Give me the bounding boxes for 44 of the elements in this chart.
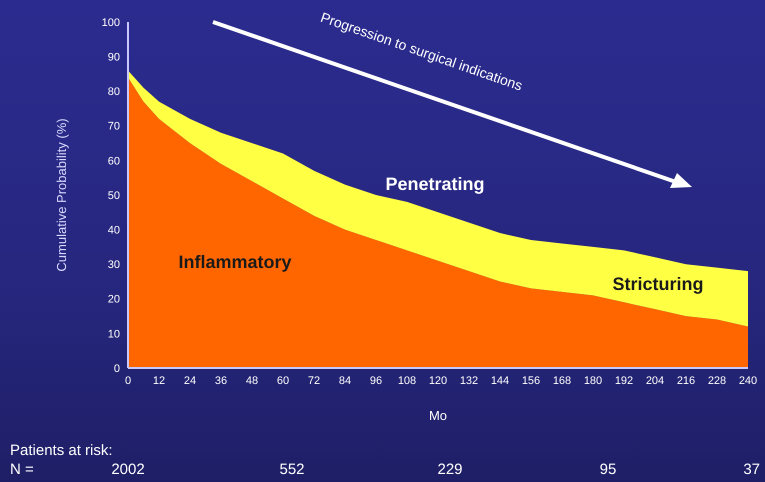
y-tick-label: 50	[108, 190, 120, 202]
x-tick-label: 12	[152, 374, 166, 387]
x-tick-label: 60	[276, 374, 290, 387]
x-tick-label: 0	[124, 374, 132, 387]
x-tick-label: 144	[490, 374, 510, 387]
x-tick-label: 36	[214, 374, 228, 387]
x-tick-label: 180	[584, 374, 602, 387]
x-tick-label: 84	[338, 374, 352, 387]
x-tick-label: 240	[738, 374, 758, 387]
y-tick-label: 20	[108, 294, 120, 306]
x-tick-label: 120	[428, 374, 448, 387]
y-tick-label: 60	[108, 155, 120, 168]
y-tick-label: 40	[108, 224, 120, 237]
x-axis-title: Mo	[428, 408, 448, 423]
text: Patients at risk:	[10, 442, 113, 459]
x-tick-label: 48	[246, 374, 258, 387]
y-tick-label: 30	[108, 259, 120, 272]
y-tick-label: 70	[108, 120, 120, 133]
annotation: Inflammatory	[178, 252, 292, 272]
text: 37	[743, 461, 760, 478]
annotation: Penetrating	[385, 174, 485, 194]
x-tick-label: 96	[370, 374, 382, 387]
y-tick-label: 10	[108, 328, 120, 340]
text: 552	[279, 461, 305, 478]
x-tick-label: 108	[398, 374, 416, 387]
y-tick-label: 80	[108, 86, 120, 98]
x-tick-label: 204	[646, 374, 664, 387]
text: 2002	[111, 461, 145, 478]
x-tick-label: 168	[552, 374, 572, 387]
x-tick-label: 72	[308, 374, 320, 387]
y-tick-label: 100	[102, 16, 120, 29]
text: 95	[600, 461, 616, 478]
y-axis-title: Cumulative Probability (%)	[54, 118, 69, 272]
text: N =	[10, 461, 34, 478]
y-tick-label: 0	[114, 362, 120, 375]
x-tick-label: 216	[676, 374, 696, 387]
text: 229	[437, 461, 463, 478]
x-tick-label: 156	[522, 374, 540, 387]
y-tick-label: 90	[108, 52, 120, 64]
x-tick-label: 192	[614, 374, 634, 387]
x-tick-label: 228	[708, 374, 726, 387]
x-tick-label: 24	[184, 374, 196, 387]
x-tick-label: 132	[460, 374, 478, 387]
annotation: Stricturing	[612, 274, 704, 294]
